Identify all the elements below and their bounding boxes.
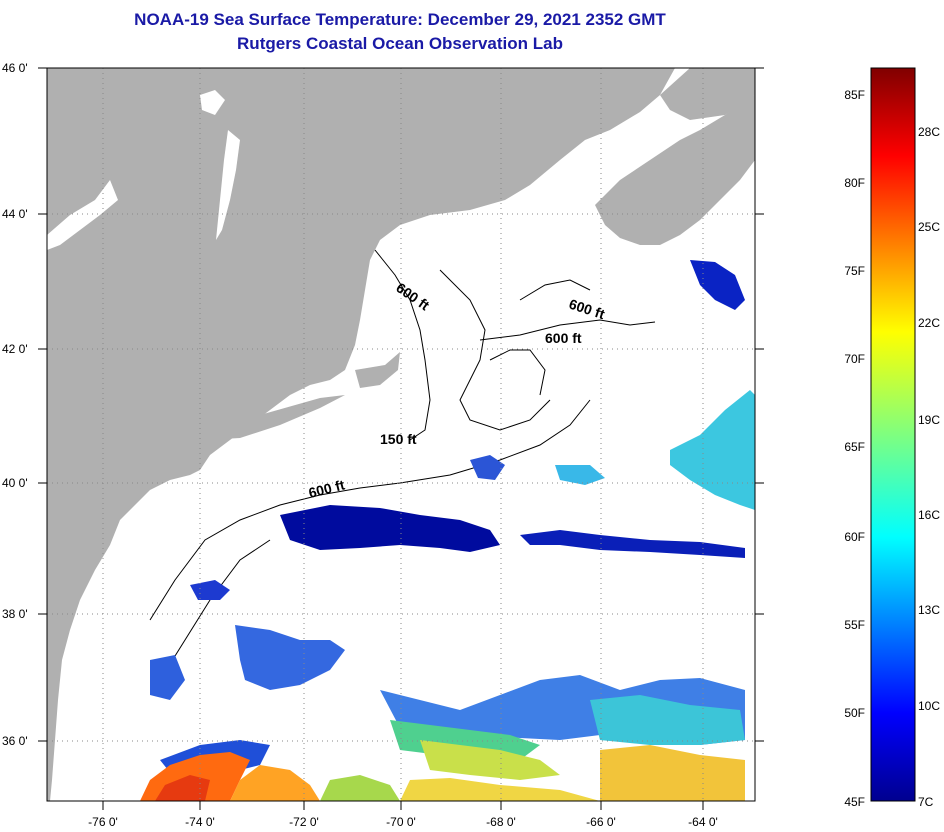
colorbar-label-c: 16C [918,508,940,522]
colorbar-fahrenheit-labels: 85F 80F 75F 70F 65F 60F 55F 50F 45F [844,88,865,809]
colorbar-label-f: 75F [844,264,865,278]
contour-label: 150 ft [380,431,417,447]
colorbar-label-f: 70F [844,352,865,366]
great-south-bay [200,90,225,115]
colorbar-label-c: 28C [918,125,940,139]
colorbar-label-c: 19C [918,413,940,427]
lat-label: 42 0' [2,342,28,356]
gridlines [47,68,755,801]
colorbar-label-f: 45F [844,795,865,809]
lon-label: -70 0' [386,815,416,829]
colorbar-label-f: 65F [844,440,865,454]
colorbar-label-f: 55F [844,618,865,632]
land-cape-cod [355,352,400,388]
contour-labels: 600 ft 600 ft 600 ft 150 ft 600 ft [307,279,607,501]
lon-label: -68 0' [486,815,516,829]
lon-label: -64 0' [688,815,718,829]
map-subtitle: Rutgers Coastal Ocean Observation Lab [237,34,563,53]
lat-label: 38 0' [2,607,28,621]
bay-of-fundy [580,125,690,190]
bathymetry-contours [149,249,656,681]
colorbar-celsius-labels: 28C 25C 22C 19C 16C 13C 10C 7C [918,125,940,809]
chesapeake-bay [96,560,120,690]
land-us-mainland [47,68,675,801]
lake-champlain [216,130,240,240]
colorbar-label-f: 60F [844,530,865,544]
colorbar-label-c: 22C [918,316,940,330]
land-nova-scotia [595,95,755,245]
lat-label: 40 0' [2,476,28,490]
lake-ontario [47,180,118,250]
lon-label: -72 0' [289,815,319,829]
colorbar-label-c: 7C [918,795,934,809]
lat-label: 46 0' [2,61,28,75]
temperature-colorbar [870,67,916,802]
map-title: NOAA-19 Sea Surface Temperature: Decembe… [134,10,666,29]
tick-marks [38,67,764,810]
colorbar-label-f: 50F [844,706,865,720]
colorbar-label-c: 13C [918,603,940,617]
colorbar-label-c: 10C [918,699,940,713]
colorbar-label-f: 85F [844,88,865,102]
colorbar-label-c: 25C [918,220,940,234]
land-new-brunswick [660,68,755,120]
lon-label: -76 0' [88,815,118,829]
contour-label: 600 ft [545,330,582,346]
delaware-bay [132,520,150,560]
longitude-labels: -76 0' -74 0' -72 0' -70 0' -68 0' -66 0… [88,815,718,829]
latitude-labels: 46 0' 44 0' 42 0' 40 0' 38 0' 36 0' [2,61,28,748]
lon-label: -74 0' [185,815,215,829]
lat-label: 44 0' [2,207,28,221]
land-long-island [205,395,345,440]
lon-label: -66 0' [586,815,616,829]
colorbar-label-f: 80F [844,176,865,190]
lat-label: 36 0' [2,734,28,748]
sst-patches [140,260,755,801]
